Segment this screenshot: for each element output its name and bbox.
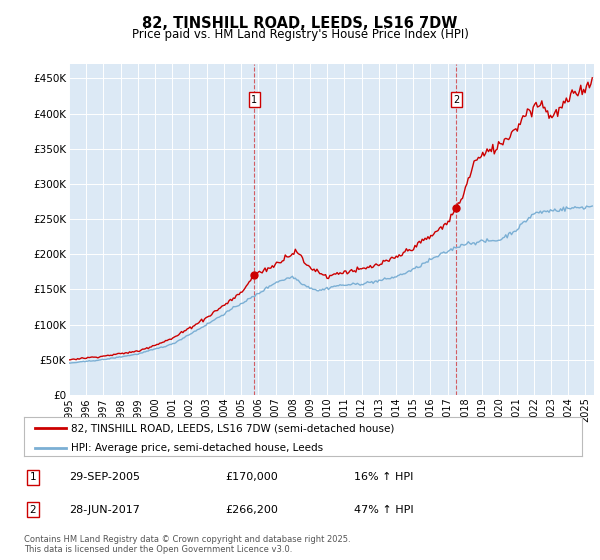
Text: Contains HM Land Registry data © Crown copyright and database right 2025.
This d: Contains HM Land Registry data © Crown c…: [24, 535, 350, 554]
Text: 47% ↑ HPI: 47% ↑ HPI: [354, 505, 414, 515]
Text: HPI: Average price, semi-detached house, Leeds: HPI: Average price, semi-detached house,…: [71, 443, 323, 453]
Text: £170,000: £170,000: [226, 472, 278, 482]
Text: 1: 1: [29, 472, 37, 482]
Text: 16% ↑ HPI: 16% ↑ HPI: [355, 472, 413, 482]
Text: Price paid vs. HM Land Registry's House Price Index (HPI): Price paid vs. HM Land Registry's House …: [131, 28, 469, 41]
Text: 29-SEP-2005: 29-SEP-2005: [70, 472, 140, 482]
Text: 28-JUN-2017: 28-JUN-2017: [70, 505, 140, 515]
Text: 2: 2: [453, 95, 460, 105]
Text: 1: 1: [251, 95, 257, 105]
Text: 82, TINSHILL ROAD, LEEDS, LS16 7DW (semi-detached house): 82, TINSHILL ROAD, LEEDS, LS16 7DW (semi…: [71, 423, 395, 433]
Text: 82, TINSHILL ROAD, LEEDS, LS16 7DW: 82, TINSHILL ROAD, LEEDS, LS16 7DW: [142, 16, 458, 31]
Text: £266,200: £266,200: [226, 505, 278, 515]
Text: 2: 2: [29, 505, 37, 515]
